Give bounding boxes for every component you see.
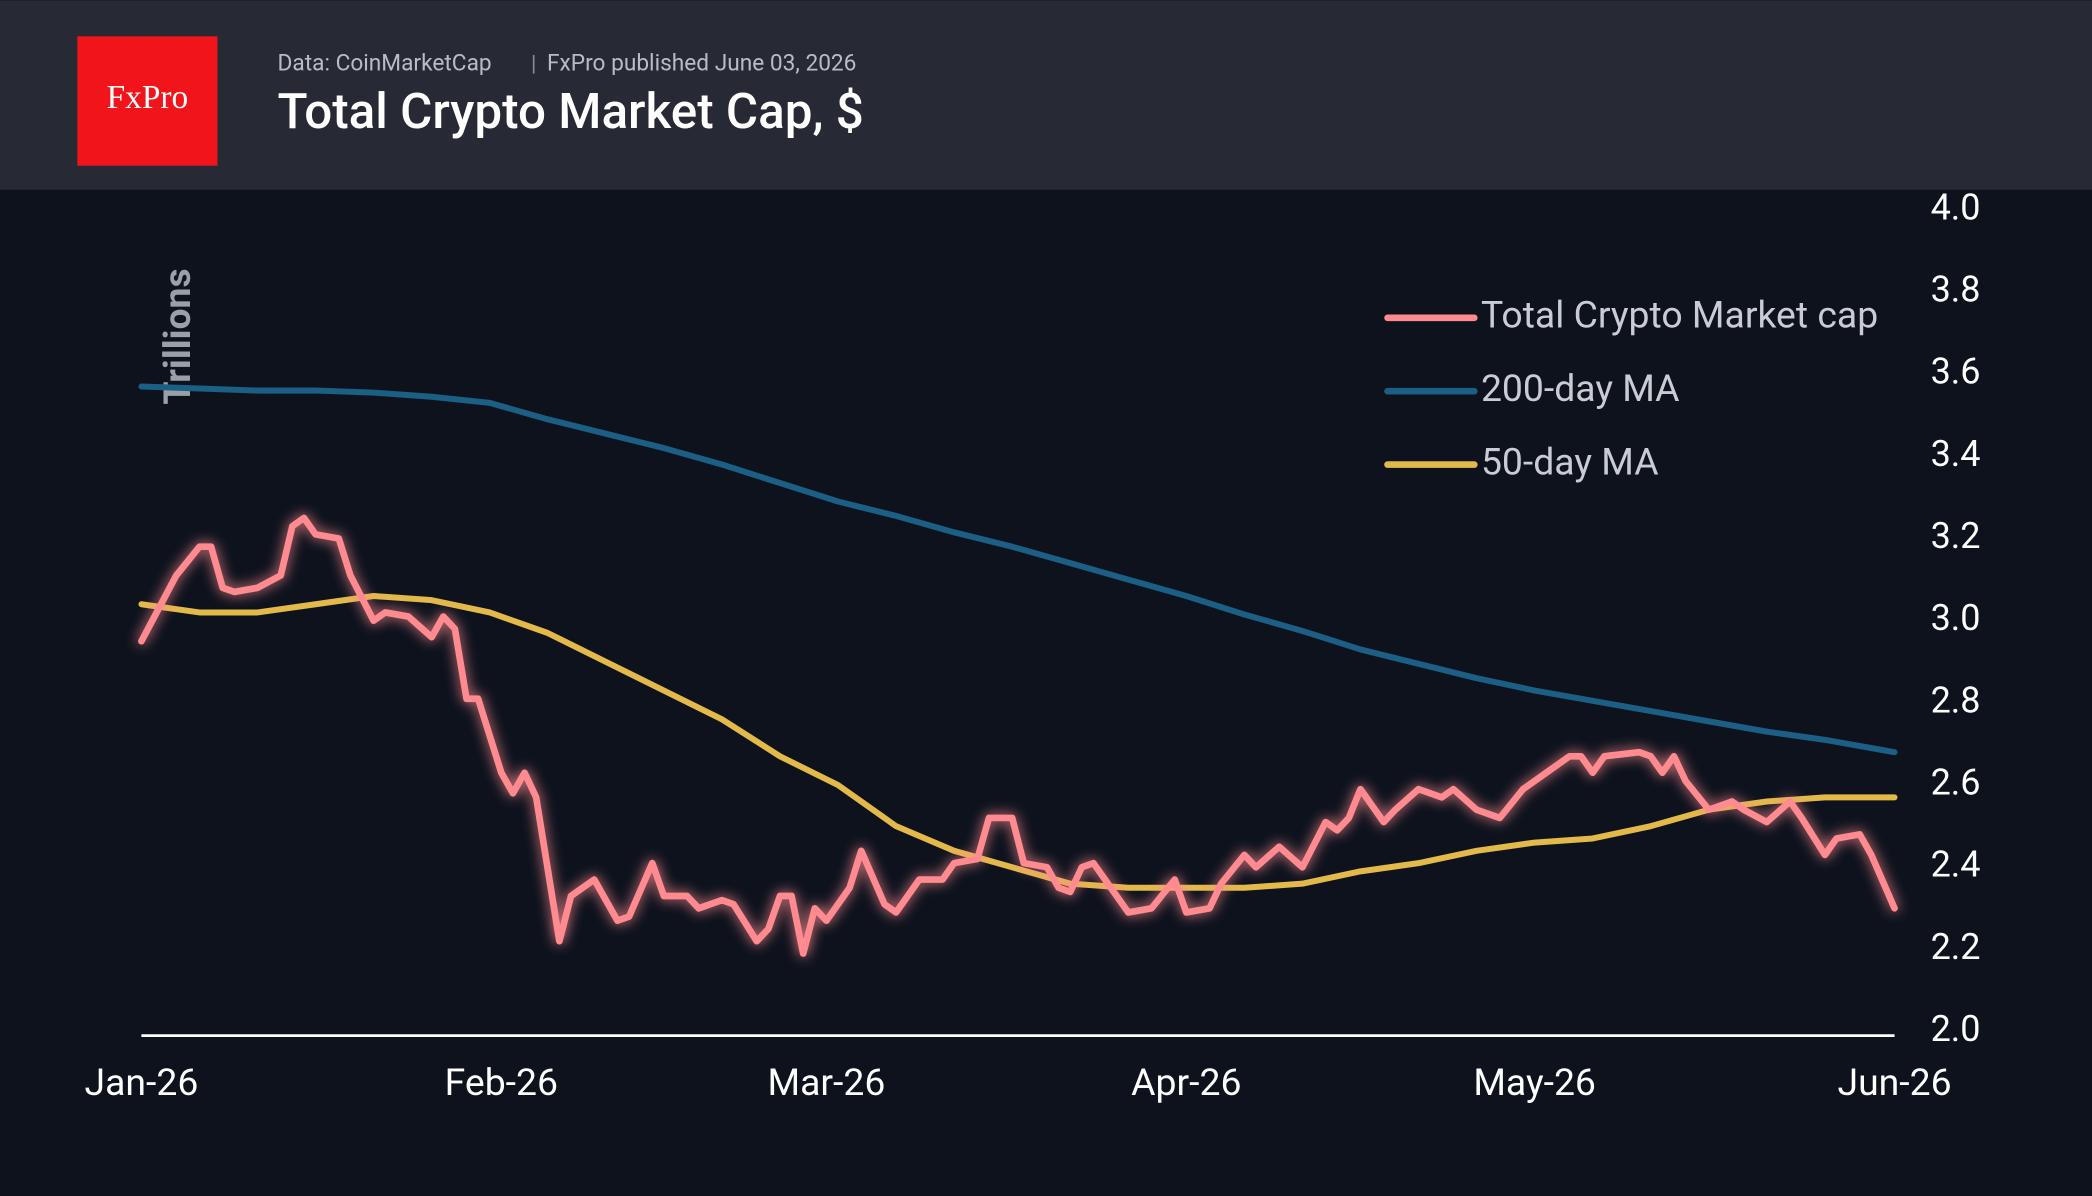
legend-label: Total Crypto Market cap [1481, 294, 1878, 338]
y-tick-label: 3.0 [1931, 597, 1981, 639]
header [0, 0, 2092, 190]
chart-title: Total Crypto Market Cap, $ [278, 83, 864, 141]
subtitle: FxPro published June 03, 2026 [547, 49, 856, 76]
logo [77, 36, 218, 166]
legend-label: 200-day MA [1481, 367, 1680, 411]
x-tick-label: Apr-26 [1131, 1061, 1241, 1105]
y-tick-label: 3.2 [1931, 515, 1981, 557]
y-axis-label: Trillions [156, 268, 200, 404]
y-tick-label: 2.8 [1931, 679, 1981, 721]
y-tick-label: 3.8 [1931, 268, 1981, 310]
y-tick-label: 4.0 [1931, 186, 1981, 228]
series-line [138, 383, 1898, 756]
source: Data: CoinMarketCap [278, 49, 492, 76]
legend-label: 50-day MA [1481, 440, 1659, 484]
x-tick-label: Feb-26 [445, 1061, 558, 1105]
y-tick-label: 2.2 [1931, 926, 1981, 968]
y-tick-label: 2.0 [1931, 1008, 1981, 1050]
logo-text: FxPro [107, 79, 189, 116]
series-line [138, 593, 1898, 891]
x-tick-label: Jan-26 [85, 1061, 199, 1105]
y-tick-label: 3.6 [1931, 351, 1981, 393]
x-tick-label: May-26 [1473, 1061, 1596, 1105]
x-tick-label: Mar-26 [767, 1061, 885, 1105]
y-tick-label: 2.4 [1931, 844, 1981, 886]
series-line [138, 514, 1898, 957]
y-tick-label: 3.4 [1931, 433, 1981, 475]
y-tick-label: 2.6 [1931, 762, 1981, 804]
x-tick-label: Jun-26 [1837, 1061, 1951, 1105]
